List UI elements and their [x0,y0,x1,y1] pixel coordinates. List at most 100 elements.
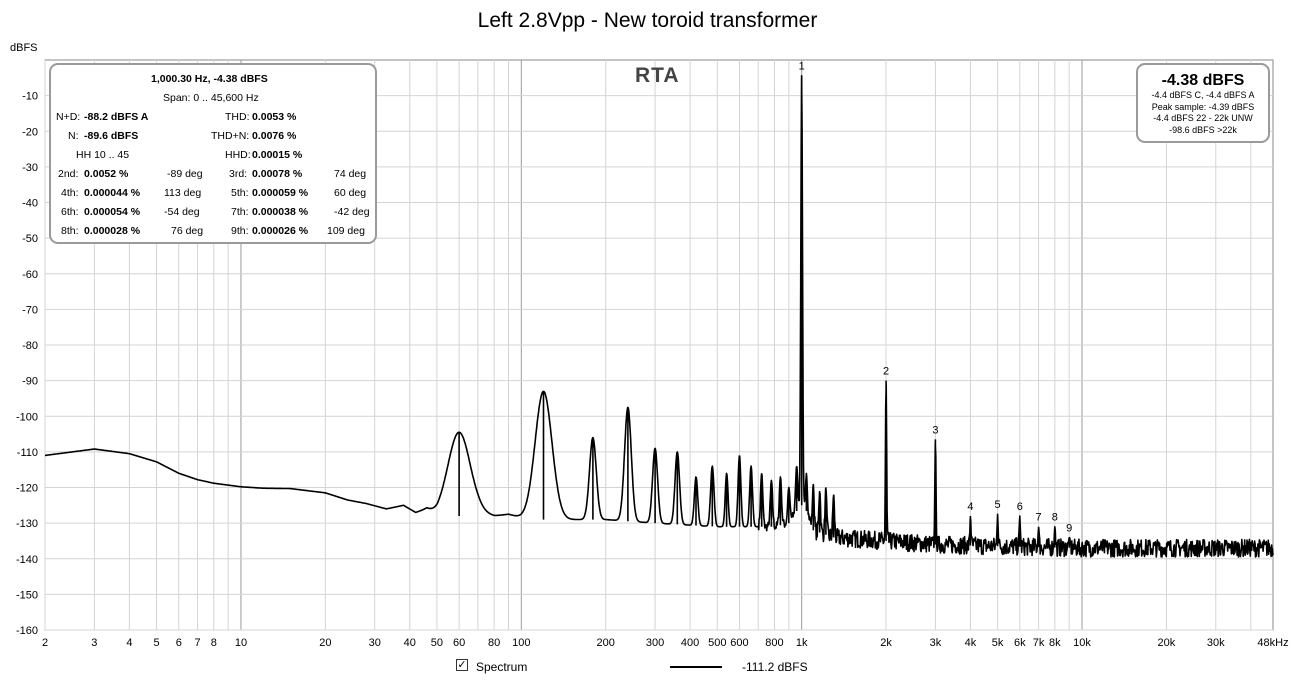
harmonic-percent: 0.00078 % [252,168,303,180]
x-tick-label: 300 [646,637,664,649]
spectrum-legend-label[interactable]: Spectrum [476,660,528,674]
x-tick-label: 80 [488,637,500,649]
thd-label: THD: [225,111,250,123]
chart-title: Left 2.8Vpp - New toroid transformer [477,9,818,32]
harmonic-phase: 113 deg [164,187,202,199]
distortion-info-panel[interactable]: 1,000.30 Hz, -4.38 dBFS Span: 0 .. 45,60… [49,63,377,244]
hhd-value: 0.00015 % [252,149,303,161]
x-axis-ticks: 2 3 4 5 6 7 8 10 20 30 40 50 60 80 100 200 300 400 500 600 8… [42,637,1289,649]
harmonic-marker-label: 7 [1036,512,1042,524]
level-weighted: -4.4 dBFS C, -4.4 dBFS A [1151,90,1255,100]
n-value: -89.6 dBFS [84,130,139,142]
y-axis-ticks: -10 -20 -30 -40 -50 -60 -70 -80 -90 -100 -110 -120 -… [16,91,38,637]
harmonic-label: 2nd: [58,168,79,180]
y-tick-label: -40 [22,198,38,210]
x-tick-label: 400 [681,637,699,649]
level-peak-sample: Peak sample: -4.39 dBFS [1151,101,1255,112]
n-label: N: [68,130,79,142]
y-tick-label: -60 [22,269,38,281]
harmonic-percent: 0.0052 % [84,168,129,180]
y-tick-label: -70 [22,304,38,316]
x-tick-label: 2k [880,637,892,649]
x-tick-label: 48kHz [1257,637,1288,649]
y-tick-label: -100 [16,411,38,423]
x-tick-label: 20k [1158,637,1176,649]
x-tick-label: 60 [453,637,465,649]
level-unweighted: -4.4 dBFS 22 - 22k UNW [1153,113,1253,123]
y-tick-label: -80 [22,340,38,352]
level-readout-panel[interactable]: -4.38 dBFS -4.4 dBFS C, -4.4 dBFS A Peak… [1136,63,1270,143]
nd-label: N+D: [56,111,81,123]
y-tick-label: -120 [16,483,38,495]
x-tick-label: 500 [708,637,726,649]
harmonic-marker-label: 4 [967,501,973,513]
harmonic-label: 5th: [231,187,249,199]
harmonic-label: 4th: [61,187,79,199]
x-tick-label: 1k [796,637,808,649]
thd-value: 0.0053 % [252,111,297,123]
level-value: -4.38 dBFS [1161,72,1245,89]
hhd-label: HHD: [225,149,251,161]
y-tick-label: -160 [16,625,38,637]
y-tick-label: -140 [16,554,38,566]
x-tick-label: 7 [194,637,200,649]
x-tick-label: 7k [1033,637,1045,649]
y-tick-label: -150 [16,589,38,601]
x-tick-label: 8k [1049,637,1061,649]
x-tick-label: 20 [319,637,331,649]
x-tick-label: 100 [512,637,530,649]
y-tick-label: -10 [22,91,38,103]
x-tick-label: 5 [154,637,160,649]
harmonic-percent: 0.000038 % [252,206,309,218]
x-tick-label: 30 [369,637,381,649]
fundamental-readout: 1,000.30 Hz, -4.38 dBFS [151,73,268,85]
x-tick-label: 2 [42,637,48,649]
x-tick-label: 40 [404,637,416,649]
harmonic-marker-label: 3 [932,424,938,436]
harmonic-phase: -42 deg [334,206,370,218]
cursor-value-readout: -111.2 dBFS [742,660,808,674]
x-tick-label: 8 [211,637,217,649]
x-tick-label: 6k [1014,637,1026,649]
harmonic-marker-label: 6 [1017,501,1023,513]
y-tick-label: -30 [22,162,38,174]
harmonic-marker-label: 1 [799,61,805,73]
harmonic-percent: 0.000026 % [252,225,309,237]
harmonic-percent: 0.000044 % [84,187,141,199]
x-tick-label: 200 [597,637,615,649]
x-tick-label: 600 [730,637,748,649]
harmonic-phase: 60 deg [334,187,367,199]
hh-range-label: HH 10 .. 45 [76,149,130,161]
thdn-label: THD+N: [211,130,250,142]
x-tick-label: 4 [126,637,132,649]
x-tick-label: 30k [1207,637,1225,649]
x-tick-label: 10 [235,637,247,649]
harmonic-label: 8th: [61,225,79,237]
x-tick-label: 50 [431,637,443,649]
harmonic-phase: -54 deg [164,206,200,218]
x-tick-label: 10k [1073,637,1091,649]
spectrum-checkbox[interactable]: ✓ [456,659,468,671]
harmonic-marker-label: 2 [883,366,889,378]
x-tick-label: 6 [176,637,182,649]
harmonic-phase: 109 deg [327,225,365,237]
spectrum-legend-swatch [670,666,722,668]
harmonic-label: 6th: [61,206,79,218]
x-tick-label: 5k [992,637,1004,649]
span-readout: Span: 0 .. 45,600 Hz [163,92,259,104]
plot-area [44,75,1274,558]
harmonic-labels: 1 2 3 4 5 6 7 89 [799,61,1073,535]
harmonic-phase: 76 deg [171,225,204,237]
y-tick-label: -50 [22,233,38,245]
y-tick-label: -110 [17,447,38,459]
x-tick-label: 800 [765,637,783,649]
harmonic-percent: 0.000028 % [84,225,141,237]
y-tick-label: -130 [16,518,38,530]
y-tick-label: -20 [22,126,38,138]
harmonic-phase: 74 deg [334,168,367,180]
harmonic-marker-label: 9 [1066,522,1072,534]
y-axis-unit: dBFS [10,42,38,54]
thdn-value: 0.0076 % [252,130,297,142]
harmonic-phase: -89 deg [167,168,203,180]
harmonic-marker-label: 5 [995,499,1001,511]
